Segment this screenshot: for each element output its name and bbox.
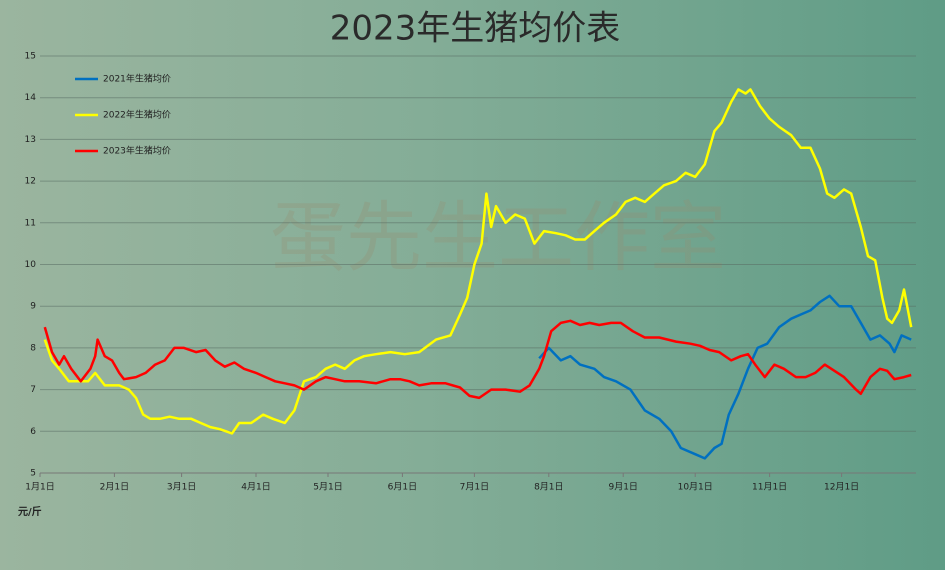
watermark: 蛋先生工作室 — [270, 193, 726, 282]
legend-label: 2023年生猪均价 — [103, 145, 171, 157]
y-tick-label: 13 — [25, 135, 36, 145]
x-tick-label: 3月1日 — [167, 482, 196, 493]
x-tick-label: 4月1日 — [241, 482, 270, 493]
y-tick-label: 9 — [30, 302, 36, 312]
y-tick-label: 11 — [25, 218, 36, 228]
x-tick-label: 10月1日 — [678, 482, 713, 493]
y-tick-label: 14 — [25, 93, 37, 103]
series-line — [43, 319, 912, 400]
series-line — [538, 294, 912, 460]
y-tick-label: 8 — [30, 343, 36, 353]
y-tick-label: 6 — [30, 427, 36, 437]
series-line — [43, 88, 913, 435]
y-axis-label: 元/斤 — [18, 505, 42, 518]
x-tick-label: 2月1日 — [100, 482, 129, 493]
y-tick-label: 15 — [25, 52, 36, 62]
x-tick-label: 11月1日 — [752, 482, 787, 493]
x-tick-label: 8月1日 — [534, 482, 563, 493]
y-tick-label: 7 — [30, 385, 36, 395]
chart-title: 2023年生猪均价表 — [330, 9, 621, 49]
x-tick-label: 1月1日 — [25, 482, 54, 493]
x-tick-label: 5月1日 — [313, 482, 342, 493]
x-tick-label: 6月1日 — [388, 482, 417, 493]
y-tick-label: 5 — [30, 469, 36, 479]
x-tick-label: 9月1日 — [608, 482, 637, 493]
x-tick-label: 7月1日 — [460, 482, 489, 493]
x-tick-label: 12月1日 — [824, 482, 859, 493]
legend-label: 2021年生猪均价 — [103, 73, 171, 85]
y-tick-label: 12 — [25, 177, 36, 187]
legend-label: 2022年生猪均价 — [103, 109, 171, 121]
y-tick-label: 10 — [25, 260, 37, 270]
